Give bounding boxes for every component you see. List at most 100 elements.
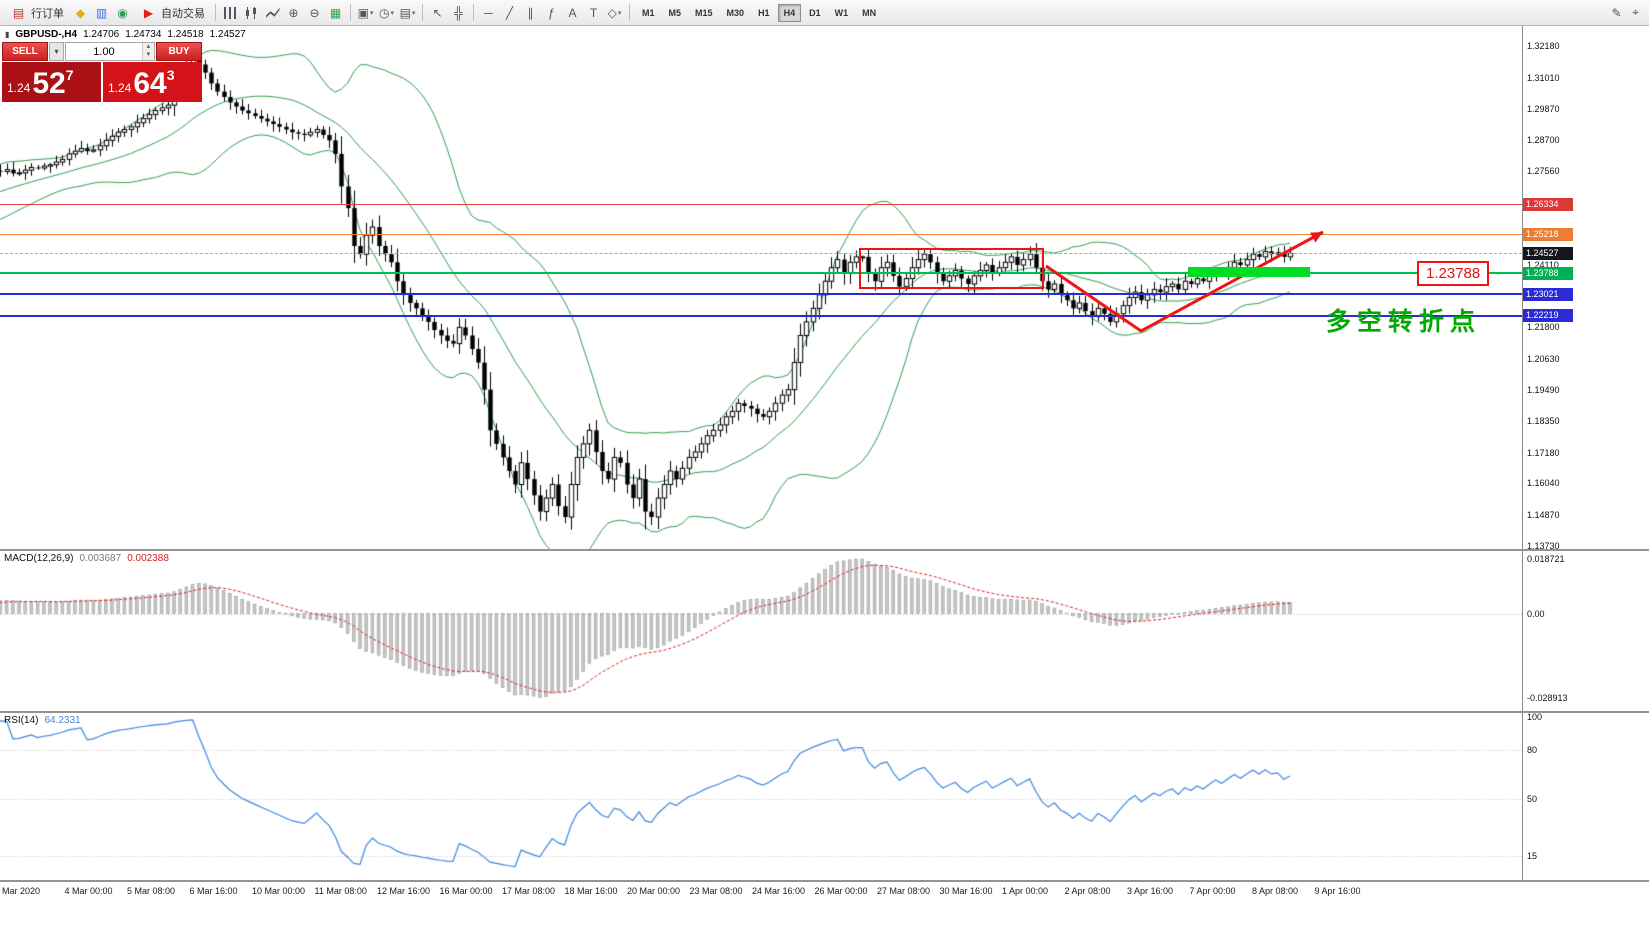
macd-canvas[interactable] — [0, 551, 1522, 711]
macd-panel: MACD(12,26,9) 0.003687 0.002388 0.018721… — [0, 551, 1649, 711]
horizontal-line-tool-icon[interactable]: ─ — [484, 5, 493, 20]
rsi-canvas[interactable] — [0, 713, 1522, 880]
line-chart-icon[interactable] — [263, 3, 282, 22]
time-label: 3 Apr 16:00 — [1127, 886, 1174, 896]
price-tag: 1.23788 — [1523, 266, 1573, 280]
edit-icon[interactable]: ✎ — [1611, 5, 1622, 20]
one-click-trading-panel: SELL ▾ ▴ ▾ BUY 1.24 52 7 1.24 64 3 — [2, 42, 202, 102]
macd-axis-label: 0.00 — [1527, 608, 1545, 619]
time-label: 18 Mar 16:00 — [564, 886, 618, 896]
timeframe-h1[interactable]: H1 — [758, 7, 770, 18]
time-label: 24 Mar 16:00 — [752, 886, 806, 896]
main-chart-canvas[interactable] — [0, 26, 1522, 549]
sell-button[interactable]: SELL — [2, 42, 48, 61]
horizontal-line-1.23788[interactable] — [0, 272, 1522, 275]
ohlc-high: 1.24734 — [125, 29, 162, 40]
macd-main-value: 0.003687 — [79, 553, 122, 564]
bid-price-line — [0, 253, 1522, 254]
macd-signal-value: 0.002388 — [127, 553, 169, 564]
channel-tool-icon[interactable]: ∥ — [527, 5, 534, 20]
time-axis[interactable]: Mar 2020 4 Mar 00:00 5 Mar 08:00 6 Mar 16:0… — [0, 882, 1649, 947]
shapes-dropdown[interactable]: ◇ ▾ — [607, 5, 622, 20]
template-dropdown[interactable]: ▤ ▾ — [399, 5, 416, 20]
macd-axis-label: 0.018721 — [1527, 554, 1565, 565]
turning-point-note[interactable]: 多空转折点 — [1326, 308, 1482, 336]
timeframe-m5[interactable]: M5 — [668, 7, 682, 18]
horizontal-line-1.22219[interactable] — [0, 314, 1522, 317]
time-label: 4 Mar 00:00 — [64, 886, 113, 896]
price-tick: 1.14870 — [1527, 510, 1560, 521]
cursor-icon[interactable]: ↖ — [432, 5, 443, 20]
chart-symbol-icon: ▮ — [5, 30, 10, 39]
horizontal-line-1.25218[interactable] — [0, 234, 1522, 236]
market-watch-icon[interactable]: ▥ — [95, 5, 108, 20]
time-label: 20 Mar 00:00 — [627, 886, 681, 896]
price-tick: 1.28700 — [1527, 135, 1560, 146]
rsi-axis-label: 50 — [1527, 793, 1538, 804]
time-label: 1 Apr 00:00 — [1002, 886, 1049, 896]
price-tag: 1.23021 — [1523, 287, 1573, 301]
autotrading-button[interactable]: ▶ 自动交易 — [134, 1, 210, 24]
time-label: 6 Mar 16:00 — [189, 886, 238, 896]
bar-chart-icon[interactable] — [221, 3, 240, 22]
time-label: 2 Apr 08:00 — [1064, 886, 1111, 896]
rsi-label: RSI(14) 64.2331 — [4, 715, 81, 726]
volume-field: ▴ ▾ — [65, 42, 155, 61]
timeframe-m1[interactable]: M1 — [642, 7, 655, 18]
label-tool-icon[interactable]: T — [589, 5, 598, 20]
horizontal-line-1.26334[interactable] — [0, 203, 1522, 205]
panel-splitter[interactable] — [0, 549, 1649, 551]
timeframe-w1[interactable]: W1 — [834, 7, 849, 18]
main-chart-panel: ▮ GBPUSD-,H4 1.24706 1.24734 1.24518 1.2… — [0, 26, 1649, 551]
fibonacci-tool-icon[interactable]: ƒ — [548, 5, 555, 20]
timeframe-h4[interactable]: H4 — [777, 3, 802, 22]
consolidation-rectangle[interactable] — [859, 248, 1044, 289]
buy-button[interactable]: BUY — [156, 42, 202, 61]
timeframe-mn[interactable]: MN — [862, 7, 877, 18]
timeframe-m30[interactable]: M30 — [726, 7, 745, 18]
price-tag: 1.26334 — [1523, 197, 1573, 211]
price-axis-separator — [1522, 26, 1523, 882]
support-highlight[interactable] — [1188, 267, 1310, 277]
volume-up-button[interactable]: ▴ — [146, 43, 151, 50]
toolbar-separator — [215, 4, 216, 21]
timeframe-d1[interactable]: D1 — [809, 7, 821, 18]
time-label: 17 Mar 08:00 — [502, 886, 556, 896]
crosshair-icon[interactable]: ╬ — [454, 5, 463, 20]
new-chart-dropdown[interactable]: ▣ ▾ — [357, 5, 374, 20]
period-dropdown[interactable]: ◷ ▾ — [379, 5, 394, 20]
macd-axis-label: -0.028913 — [1527, 692, 1568, 703]
price-tick: 1.29870 — [1527, 103, 1560, 114]
panel-splitter[interactable] — [0, 711, 1649, 713]
time-label: 30 Mar 16:00 — [939, 886, 993, 896]
new-order-button[interactable]: ▤ 行订单 — [4, 1, 69, 24]
sell-price-panel[interactable]: 1.24 52 7 — [2, 62, 101, 102]
zoom-out-icon[interactable]: ⊖ — [309, 5, 320, 20]
support-price-label[interactable]: 1.23788 — [1417, 261, 1490, 286]
chart-symbol: GBPUSD-,H4 — [15, 29, 78, 40]
price-tick: 1.19490 — [1527, 384, 1560, 395]
timeframe-m15[interactable]: M15 — [695, 7, 713, 18]
candlestick-chart-icon[interactable] — [242, 3, 261, 22]
volume-input[interactable] — [66, 43, 142, 60]
trendline-tool-icon[interactable]: ╱ — [505, 5, 514, 20]
panel-splitter[interactable] — [0, 880, 1649, 882]
buy-price-panel[interactable]: 1.24 64 3 — [103, 62, 202, 102]
horizontal-line-1.23021[interactable] — [0, 293, 1522, 296]
pointer-target-icon[interactable]: ⌖ — [1632, 5, 1639, 19]
ohlc-close: 1.24527 — [209, 29, 246, 40]
price-tick: 1.32180 — [1527, 41, 1560, 52]
text-tool-icon[interactable]: A — [568, 5, 577, 20]
main-toolbar: ▤ 行订单 ◆ ▥ ◉ ▶ 自动交易 ⊕ ⊖ ▦ ▣ ▾ ◷ ▾ ▤ ▾ ↖ ╬ ─ … — [0, 0, 1649, 26]
volume-down-button[interactable]: ▾ — [146, 51, 151, 58]
new-order-label: 行订单 — [31, 7, 64, 20]
macd-label: MACD(12,26,9) 0.003687 0.002388 — [4, 553, 169, 564]
tile-windows-icon[interactable]: ▦ — [329, 5, 342, 20]
data-window-icon[interactable]: ◉ — [117, 5, 128, 20]
price-tick: 1.21800 — [1527, 322, 1560, 333]
time-label: 26 Mar 00:00 — [814, 886, 868, 896]
zoom-in-icon[interactable]: ⊕ — [288, 5, 299, 20]
metaquotes-icon[interactable]: ◆ — [75, 5, 86, 20]
trade-options-dropdown[interactable]: ▾ — [49, 42, 64, 61]
new-order-icon: ▤ — [12, 5, 25, 20]
